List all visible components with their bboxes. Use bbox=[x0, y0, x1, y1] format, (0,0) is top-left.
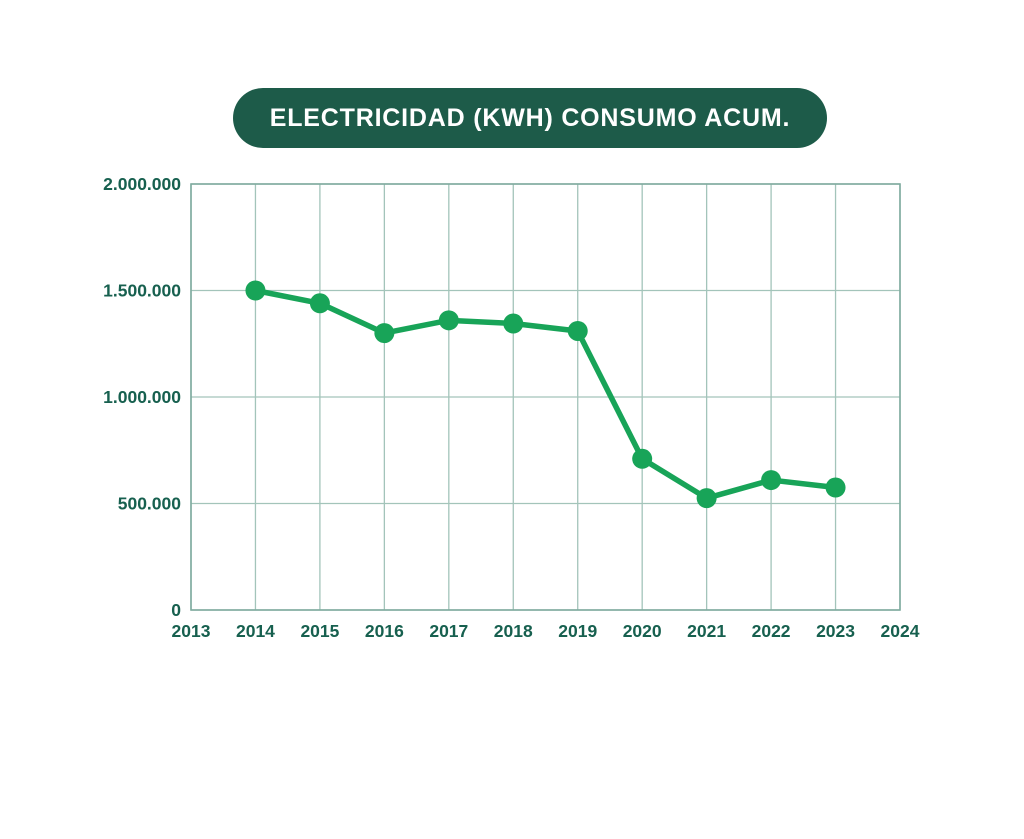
x-axis-tick-label: 2022 bbox=[752, 621, 791, 641]
x-axis-tick-label: 2021 bbox=[687, 621, 726, 641]
x-axis-tick-label: 2018 bbox=[494, 621, 533, 641]
data-point bbox=[825, 477, 846, 498]
y-axis-tick-label: 500.000 bbox=[118, 494, 182, 514]
data-point bbox=[567, 320, 588, 341]
chart-title: ELECTRICIDAD (KWH) CONSUMO ACUM. bbox=[269, 103, 791, 132]
data-point bbox=[632, 448, 653, 469]
data-point bbox=[503, 313, 524, 334]
plot-border bbox=[190, 183, 901, 611]
x-axis-tick-label: 2013 bbox=[172, 621, 211, 641]
x-axis-tick-label: 2020 bbox=[623, 621, 662, 641]
x-axis-tick-label: 2014 bbox=[236, 621, 275, 641]
data-point bbox=[761, 470, 782, 491]
chart-title-pill: ELECTRICIDAD (KWH) CONSUMO ACUM. bbox=[233, 88, 827, 148]
data-point bbox=[438, 310, 459, 331]
x-axis-tick-label: 2023 bbox=[816, 621, 855, 641]
data-point bbox=[374, 323, 395, 344]
x-axis-tick-label: 2024 bbox=[881, 621, 920, 641]
y-axis-tick-label: 0 bbox=[171, 600, 181, 620]
data-point bbox=[309, 293, 330, 314]
x-axis-tick-label: 2015 bbox=[300, 621, 339, 641]
y-axis-tick-label: 1.500.000 bbox=[103, 281, 181, 301]
data-point bbox=[696, 488, 717, 509]
y-axis-tick-label: 2.000.000 bbox=[103, 174, 181, 194]
data-point bbox=[245, 280, 266, 301]
x-axis-tick-label: 2017 bbox=[429, 621, 468, 641]
x-axis-tick-label: 2019 bbox=[558, 621, 597, 641]
y-axis-tick-label: 1.000.000 bbox=[103, 387, 181, 407]
data-line bbox=[252, 287, 839, 501]
x-axis-tick-label: 2016 bbox=[365, 621, 404, 641]
